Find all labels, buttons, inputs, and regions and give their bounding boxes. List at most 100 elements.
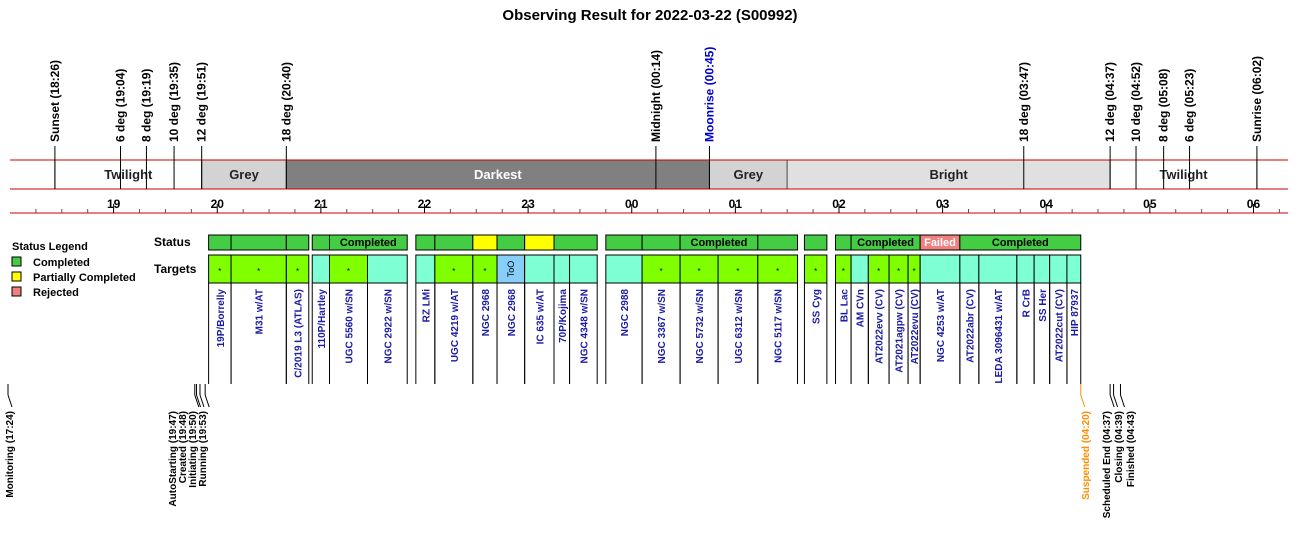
status-legend: Status Legend Completed Partially Complete… (11, 241, 136, 299)
target-name: LEDA 3096431 w/AT (994, 289, 1005, 383)
target-block (553, 254, 571, 284)
legend-label: Partially Completed (33, 272, 136, 284)
status-segment-label: Completed (340, 237, 397, 249)
target-block (1016, 254, 1035, 284)
top-events: Sunset (18:26) 6 deg (19:04) 8 deg (19:19)… (48, 47, 1264, 189)
target-block (415, 254, 436, 284)
status-segment (605, 234, 643, 251)
status-segment (329, 234, 408, 251)
target-name: AT2022evv (CV) (875, 289, 886, 364)
target-block (1066, 254, 1082, 284)
sky-band-label: Darkest (474, 167, 522, 182)
legend-title: Status Legend (12, 241, 88, 253)
target-mark: * (296, 267, 299, 276)
status-segment-label: Failed (924, 237, 956, 249)
event-label: 18 deg (20:40) (279, 62, 293, 142)
target-name: IC 635 w/AT (535, 289, 546, 344)
target-name: HIP 87937 (1070, 289, 1081, 337)
hour-tick-label: 23 (521, 197, 535, 211)
event-label: Moonrise (00:45) (702, 47, 716, 142)
target-block (472, 254, 498, 284)
target-mark: * (897, 267, 900, 276)
target-block (803, 254, 828, 284)
bottom-event-tick (1109, 394, 1115, 408)
legend-swatch (11, 271, 22, 282)
sky-band-label: Twilight (104, 167, 153, 182)
hour-tick-label: 06 (1247, 197, 1261, 211)
status-row-label: Status (154, 235, 191, 249)
target-mark: * (483, 267, 486, 276)
target-block (230, 254, 287, 284)
sky-band-label: Grey (229, 167, 259, 182)
target-mark: * (218, 267, 221, 276)
target-name: NGC 4348 w/SN (579, 289, 590, 363)
bottom-event-label: Monitoring (17:24) (5, 411, 16, 498)
sky-band-label: Grey (733, 167, 763, 182)
target-mark: * (776, 267, 779, 276)
target-mark: * (736, 267, 739, 276)
target-block (434, 254, 474, 284)
target-block (311, 254, 331, 284)
bottom-event-tick (1080, 394, 1086, 408)
target-mark: * (347, 267, 350, 276)
target-name: UGC 5560 w/SN (344, 289, 355, 363)
status-segment (524, 234, 555, 251)
target-name: NGC 2968 (507, 289, 518, 337)
bottom-events: Monitoring (17:24) AutoStarting (19:47) Cr… (5, 384, 1137, 518)
event-label: Midnight (00:14) (649, 50, 663, 142)
target-name: NGC 5732 w/SN (695, 289, 706, 363)
bottom-event-label: AutoStarting (19:47) (168, 411, 179, 507)
status-segment (230, 234, 287, 251)
target-name: AT2021agpw (CV) (895, 289, 906, 373)
hour-tick-label: 04 (1040, 197, 1054, 211)
target-name: C/2019 L3 (ATLAS) (294, 289, 305, 378)
targets-row-label: Targets (154, 262, 197, 276)
target-mark: * (877, 267, 880, 276)
sky-bands: Twilight Grey Darkest Grey Bright Twilight (10, 159, 1288, 190)
targets-row: Targets * 19P/Borrelly * M31 w/AT * C/2019 L3 … (154, 254, 1082, 384)
bottom-event-label: Closing (04:39) (1114, 411, 1125, 483)
target-name: NGC 5117 w/SN (774, 289, 785, 363)
sky-band-label: Bright (929, 167, 968, 182)
event-label: 8 deg (05:08) (1157, 69, 1171, 142)
target-name: NGC 4253 w/AT (936, 289, 947, 362)
bottom-event-label: Running (19:53) (198, 411, 209, 487)
hour-axis: 19 20 21 22 23 00 01 02 03 04 05 06 (10, 197, 1288, 214)
status-segment (641, 234, 681, 251)
target-name: NGC 2922 w/SN (383, 289, 394, 363)
sky-band-label: Twilight (1159, 167, 1208, 182)
bottom-event-label: Initiating (19:50) (188, 411, 199, 488)
target-mark: * (842, 267, 845, 276)
status-segment (285, 234, 310, 251)
status-segment-label: Completed (691, 237, 748, 249)
too-mark: ToO (506, 261, 516, 278)
bottom-event-label: Suspended (04:20) (1081, 411, 1092, 500)
target-block (285, 254, 310, 284)
bottom-event-label: Scheduled End (04:37) (1102, 411, 1113, 518)
hour-tick-label: 02 (832, 197, 846, 211)
legend-swatch (11, 286, 22, 297)
event-label: 12 deg (04:37) (1103, 62, 1117, 142)
hour-tick-label: 22 (418, 197, 432, 211)
bottom-event-tick (199, 394, 205, 408)
target-block (605, 254, 643, 284)
target-name: NGC 3367 w/SN (657, 289, 668, 363)
sky-band (285, 159, 710, 190)
legend-swatch (11, 256, 22, 267)
event-label: Sunrise (06:02) (1250, 56, 1264, 142)
target-mark: * (452, 267, 455, 276)
hour-tick-label: 20 (211, 197, 225, 211)
target-mark: * (257, 267, 260, 276)
bottom-event-label: Created (19:48) (178, 411, 189, 483)
target-block (1033, 254, 1051, 284)
target-block (978, 254, 1018, 284)
hour-tick-label: 05 (1143, 197, 1157, 211)
target-name: AT2022abr (CV) (965, 289, 976, 363)
target-block (569, 254, 598, 284)
status-segment (959, 234, 1082, 251)
event-label: 12 deg (19:51) (195, 62, 209, 142)
target-block (919, 254, 961, 284)
bottom-event-label: Finished (04:43) (1126, 411, 1137, 487)
status-segment (496, 234, 526, 251)
status-segment (434, 234, 474, 251)
